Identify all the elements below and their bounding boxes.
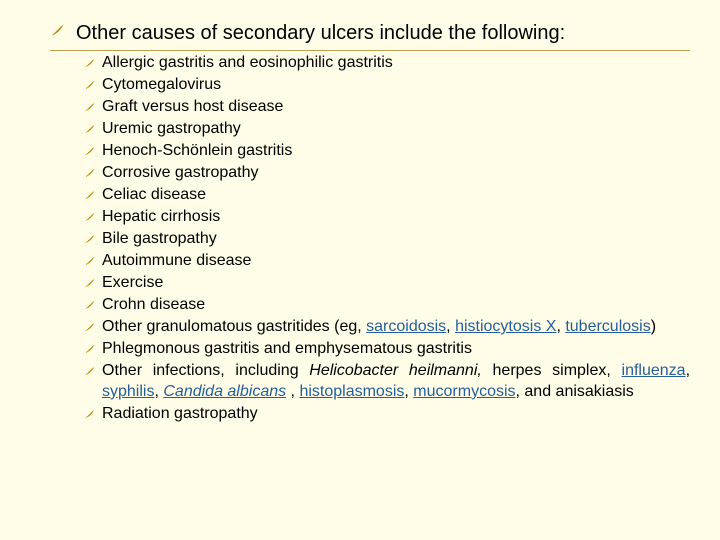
leaf-icon	[50, 22, 66, 43]
divider-line	[50, 50, 690, 51]
sub-bullet-item: Exercise	[84, 273, 690, 294]
sub-bullet-text: Autoimmune disease	[102, 251, 251, 272]
leaf-icon	[84, 298, 96, 316]
sub-bullet-item: Henoch-Schönlein gastritis	[84, 141, 690, 162]
sub-bullet-text: Corrosive gastropathy	[102, 163, 259, 184]
sub-bullet-text: Other granulomatous gastritides (eg, sar…	[102, 317, 656, 338]
sub-bullet-item: Other infections, including Helicobacter…	[84, 361, 690, 403]
sub-bullet-text: Cytomegalovirus	[102, 75, 221, 96]
sub-bullet-item: Uremic gastropathy	[84, 119, 690, 140]
leaf-icon	[84, 254, 96, 272]
slide-body: Other causes of secondary ulcers include…	[0, 0, 720, 446]
leaf-icon	[84, 122, 96, 140]
sub-bullet-list: Allergic gastritis and eosinophilic gast…	[84, 53, 690, 425]
sub-bullet-item: Radiation gastropathy	[84, 404, 690, 425]
main-bullet-text: Other causes of secondary ulcers include…	[76, 20, 565, 46]
sub-bullet-item: Autoimmune disease	[84, 251, 690, 272]
sub-bullet-item: Crohn disease	[84, 295, 690, 316]
sub-bullet-item: Phlegmonous gastritis and emphysematous …	[84, 339, 690, 360]
leaf-icon	[84, 342, 96, 360]
sub-bullet-item: Allergic gastritis and eosinophilic gast…	[84, 53, 690, 74]
leaf-icon	[84, 56, 96, 74]
leaf-icon	[84, 100, 96, 118]
sub-bullet-text: Henoch-Schönlein gastritis	[102, 141, 292, 162]
sub-bullet-text: Allergic gastritis and eosinophilic gast…	[102, 53, 393, 74]
sub-bullet-text: Graft versus host disease	[102, 97, 283, 118]
sub-bullet-text: Phlegmonous gastritis and emphysematous …	[102, 339, 472, 360]
leaf-icon	[84, 166, 96, 184]
sub-bullet-text: Exercise	[102, 273, 163, 294]
sub-bullet-text: Bile gastropathy	[102, 229, 217, 250]
sub-bullet-item: Graft versus host disease	[84, 97, 690, 118]
sub-bullet-text: Radiation gastropathy	[102, 404, 258, 425]
sub-bullet-text: Hepatic cirrhosis	[102, 207, 220, 228]
sub-bullet-text: Celiac disease	[102, 185, 206, 206]
leaf-icon	[84, 144, 96, 162]
sub-bullet-item: Celiac disease	[84, 185, 690, 206]
leaf-icon	[84, 232, 96, 250]
sub-bullet-text: Uremic gastropathy	[102, 119, 241, 140]
sub-bullet-item: Corrosive gastropathy	[84, 163, 690, 184]
main-bullet: Other causes of secondary ulcers include…	[50, 20, 690, 46]
leaf-icon	[84, 320, 96, 338]
sub-bullet-text: Other infections, including Helicobacter…	[102, 361, 690, 403]
sub-bullet-item: Bile gastropathy	[84, 229, 690, 250]
sub-bullet-item: Hepatic cirrhosis	[84, 207, 690, 228]
sub-bullet-item: Other granulomatous gastritides (eg, sar…	[84, 317, 690, 338]
leaf-icon	[84, 407, 96, 425]
leaf-icon	[84, 210, 96, 228]
leaf-icon	[84, 276, 96, 294]
leaf-icon	[84, 364, 96, 382]
sub-bullet-text: Crohn disease	[102, 295, 205, 316]
leaf-icon	[84, 188, 96, 206]
sub-bullet-item: Cytomegalovirus	[84, 75, 690, 96]
leaf-icon	[84, 78, 96, 96]
